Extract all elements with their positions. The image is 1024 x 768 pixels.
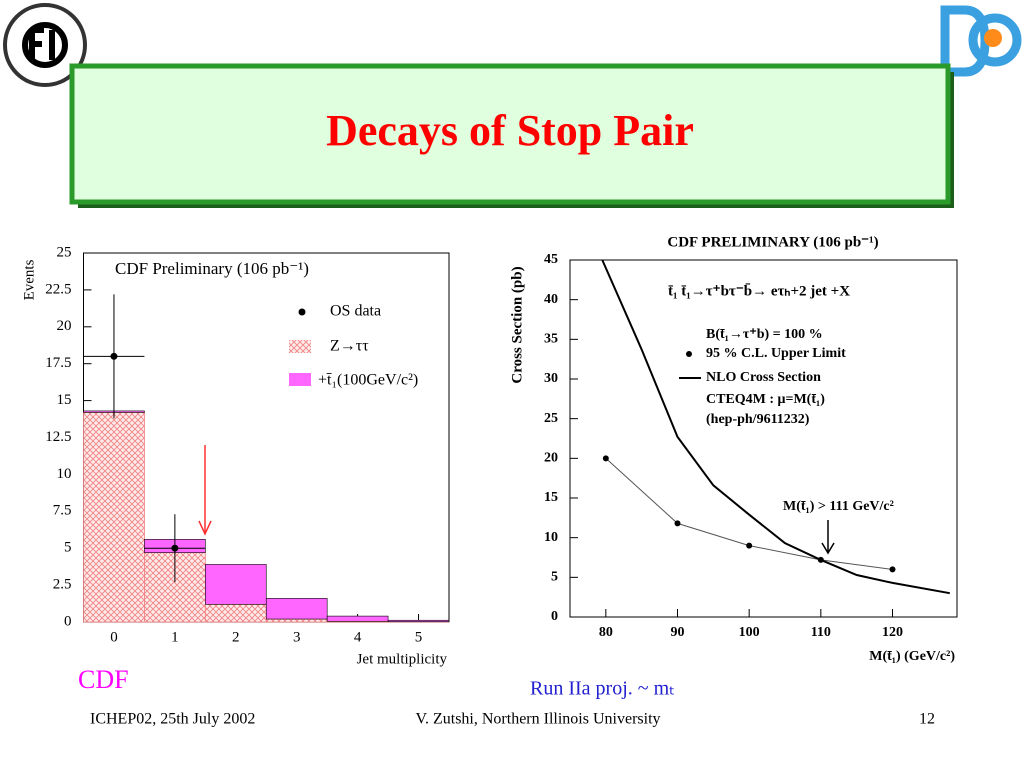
y-tick-label: 0: [551, 609, 558, 624]
theory-curve: [601, 259, 950, 595]
background-bar: [204, 603, 267, 623]
chart-right: CDF PRELIMINARY (106 pb⁻¹) M(t̄₁) (GeV/c…: [509, 234, 958, 664]
x-tick-label: 5: [415, 629, 423, 645]
y-tick-label: 25: [57, 244, 72, 260]
y-tick-label: 5: [64, 540, 72, 556]
legend-label: OS data: [330, 303, 381, 320]
x-tick-label: 110: [811, 625, 831, 640]
y-tick-label: 40: [544, 292, 558, 307]
data-point: [889, 566, 896, 573]
annotation: B(t̄₁→τ⁺b) = 100 %: [706, 327, 823, 342]
data-point: [602, 455, 609, 462]
y-tick-label: 35: [544, 332, 558, 347]
y-axis-label: Events: [21, 259, 37, 300]
y-tick-label: 30: [544, 371, 558, 386]
data-point: [171, 544, 179, 552]
legend-marker: [289, 373, 311, 386]
chart-title: CDF Preliminary (106 pb⁻¹): [115, 259, 309, 278]
caption: Run IIa proj. ~ mₜ: [530, 678, 675, 700]
title-box: [69, 63, 951, 205]
plot-frame: [569, 259, 958, 618]
y-tick-label: 2.5: [53, 577, 72, 593]
x-tick-label: 4: [354, 629, 362, 645]
background-bar: [83, 412, 145, 623]
data-point: [110, 352, 118, 360]
signal-bar: [387, 619, 450, 623]
x-tick-label: 80: [599, 625, 613, 640]
footer-right: 12: [919, 711, 935, 728]
data-point: [674, 520, 681, 527]
x-tick-label: 2: [232, 629, 240, 645]
x-tick-label: 0: [110, 629, 118, 645]
legend-label: Z→ττ: [330, 338, 369, 355]
y-tick-label: 20: [57, 318, 72, 334]
footer-center: V. Zutshi, Northern Illinois University: [415, 711, 660, 728]
legend-marker: [289, 340, 311, 353]
legend-label: +t̄₁(100GeV/c²): [318, 372, 418, 389]
d0-logo: [940, 5, 1022, 77]
y-tick-label: 10: [57, 466, 72, 482]
annotation: (hep-ph/9611232): [706, 412, 810, 427]
x-axis-label: Jet multiplicity: [357, 651, 448, 667]
annotation: t̄₁ t̄₁→τ⁺bτ⁻b̄→ eτₕ+2 jet +X: [668, 283, 851, 299]
slide-title: Decays of Stop Pair: [326, 106, 694, 155]
legend-marker: [686, 351, 692, 357]
legend-label: NLO Cross Section: [706, 370, 821, 385]
footer-left: ICHEP02, 25th July 2002: [90, 711, 255, 728]
chart-title: CDF PRELIMINARY (106 pb⁻¹): [667, 234, 878, 250]
data-point: [746, 542, 753, 549]
annotation-arrow: [821, 520, 835, 555]
y-tick-label: 25: [544, 411, 558, 426]
annotation: M(t̄₁) > 111 GeV/c²: [783, 499, 894, 514]
y-tick-label: 45: [544, 252, 558, 267]
chart-left: CDF Preliminary (106 pb⁻¹) Jet multiplic…: [21, 244, 450, 667]
caption: CDF: [78, 665, 129, 694]
signal-bar: [326, 615, 389, 622]
y-tick-label: 15: [544, 490, 558, 505]
x-tick-label: 3: [293, 629, 301, 645]
annotation: CTEQ4M : μ=M(t̄₁): [706, 392, 825, 407]
arrow: [198, 445, 212, 536]
signal-bar: [265, 598, 328, 620]
fi-logo: [3, 3, 87, 87]
x-axis-label: M(t̄₁) (GeV/c²): [869, 649, 955, 664]
y-tick-label: 22.5: [45, 281, 71, 297]
signal-bar: [205, 564, 267, 605]
y-tick-label: 15: [57, 392, 72, 408]
x-tick-label: 100: [739, 625, 760, 640]
legend-marker: [298, 308, 306, 316]
y-tick-label: 17.5: [45, 355, 71, 371]
x-tick-label: 90: [671, 625, 685, 640]
y-tick-label: 7.5: [53, 503, 72, 519]
y-tick-label: 12.5: [45, 429, 71, 445]
y-tick-label: 10: [544, 530, 558, 545]
y-tick-label: 20: [544, 451, 558, 466]
x-tick-label: 1: [171, 629, 179, 645]
y-tick-label: 0: [64, 613, 72, 629]
y-axis-label: Cross Section (pb): [509, 266, 525, 383]
background-bar: [265, 618, 328, 623]
x-tick-label: 120: [882, 625, 903, 640]
y-tick-label: 5: [551, 570, 558, 585]
legend-label: 95 % C.L. Upper Limit: [706, 346, 846, 361]
